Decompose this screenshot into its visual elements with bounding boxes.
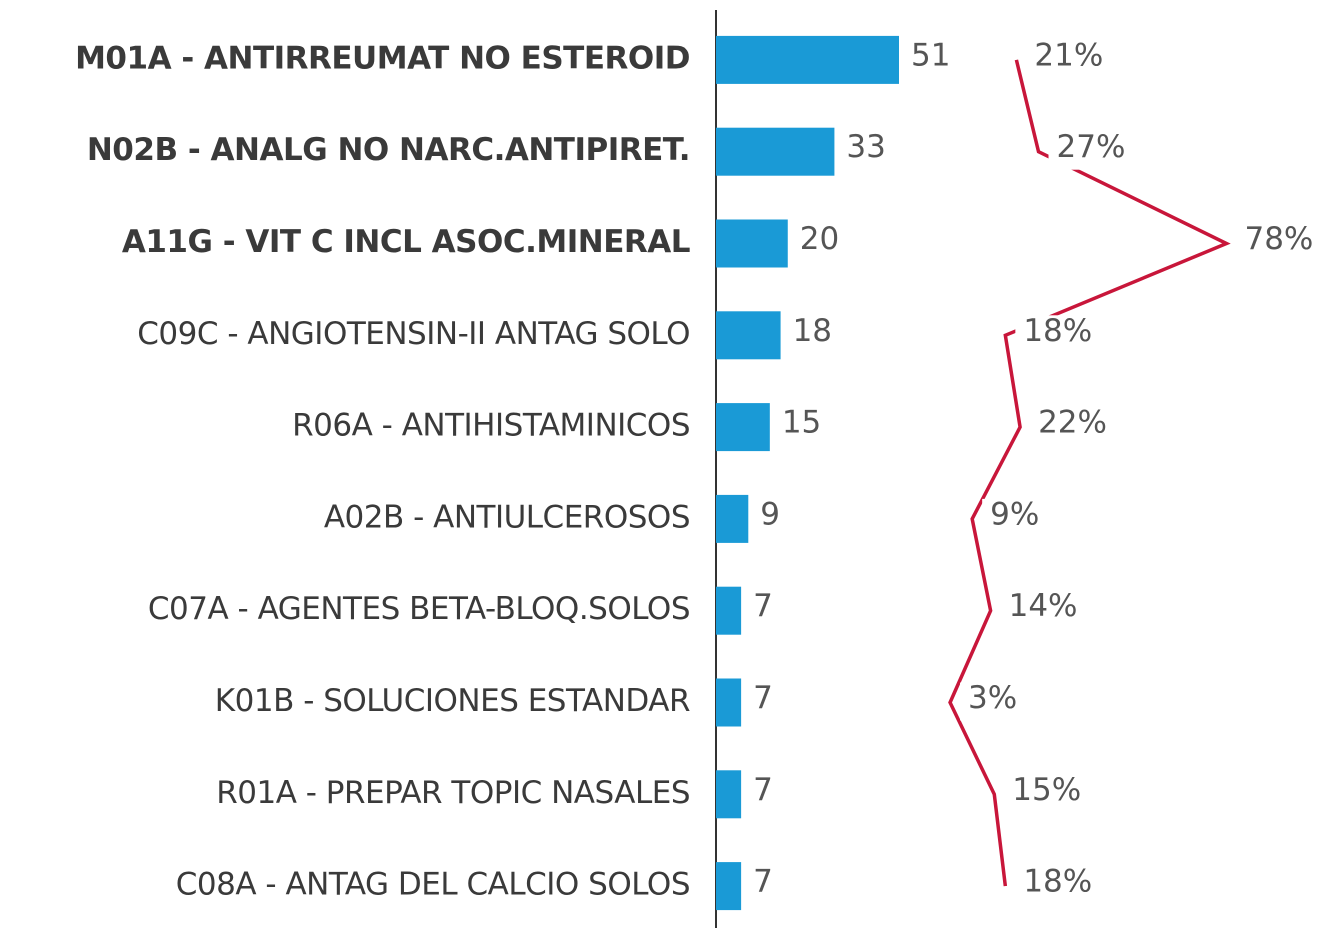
label-background [1048, 131, 1125, 170]
data-label: 22% [1038, 405, 1107, 441]
data-label: 78% [1244, 221, 1313, 257]
bar [716, 35, 899, 84]
label-background [982, 498, 1059, 537]
bar [716, 678, 742, 727]
category-label: C07A - AGENTES BETA-BLOQ.SOLOS [148, 591, 690, 627]
bar [716, 770, 742, 819]
label-background [1030, 407, 1107, 446]
data-label: 15 [782, 405, 821, 441]
label-background [1236, 223, 1313, 262]
data-label: 7 [753, 772, 773, 808]
label-background [1015, 315, 1092, 354]
data-label: 21% [1034, 37, 1103, 73]
data-label: 18 [793, 313, 832, 349]
data-label: 18% [1023, 864, 1092, 900]
category-label: R01A - PREPAR TOPIC NASALES [216, 775, 690, 811]
data-label: 27% [1057, 129, 1126, 165]
label-background [1004, 774, 1081, 813]
label-background [1015, 866, 1092, 905]
bar [716, 311, 781, 360]
data-label: 7 [753, 864, 773, 900]
category-label: C09C - ANGIOTENSIN-II ANTAG SOLO [137, 316, 690, 352]
data-label: 20 [800, 221, 839, 257]
data-label: 3% [968, 680, 1017, 716]
data-label: 33 [846, 129, 885, 165]
bar [716, 494, 749, 543]
bar [716, 127, 835, 176]
category-label: R06A - ANTIHISTAMINICOS [292, 408, 690, 444]
line [948, 59, 1231, 887]
category-label: M01A - ANTIRREUMAT NO ESTEROID [75, 40, 690, 76]
label-background [1000, 590, 1077, 629]
category-label: A02B - ANTIULCEROSOS [324, 499, 690, 535]
bar [716, 219, 788, 268]
category-label: K01B - SOLUCIONES ESTANDAR [215, 683, 690, 719]
data-label: 9% [990, 496, 1039, 532]
data-label: 14% [1009, 588, 1078, 624]
category-label: C08A - ANTAG DEL CALCIO SOLOS [176, 867, 690, 903]
bar [716, 862, 742, 911]
data-label: 18% [1023, 313, 1092, 349]
data-label: 7 [753, 588, 773, 624]
bar [716, 586, 742, 635]
data-label: 7 [753, 680, 773, 716]
label-background [1026, 39, 1103, 78]
data-label: 15% [1012, 772, 1081, 808]
category-label: A11G - VIT C INCL ASOC.MINERAL [122, 224, 690, 260]
bar [716, 403, 770, 452]
category-label: N02B - ANALG NO NARC.ANTIPIRET. [87, 132, 690, 168]
data-label: 51 [911, 37, 950, 73]
data-label: 9 [760, 496, 780, 532]
label-background [960, 682, 1037, 721]
